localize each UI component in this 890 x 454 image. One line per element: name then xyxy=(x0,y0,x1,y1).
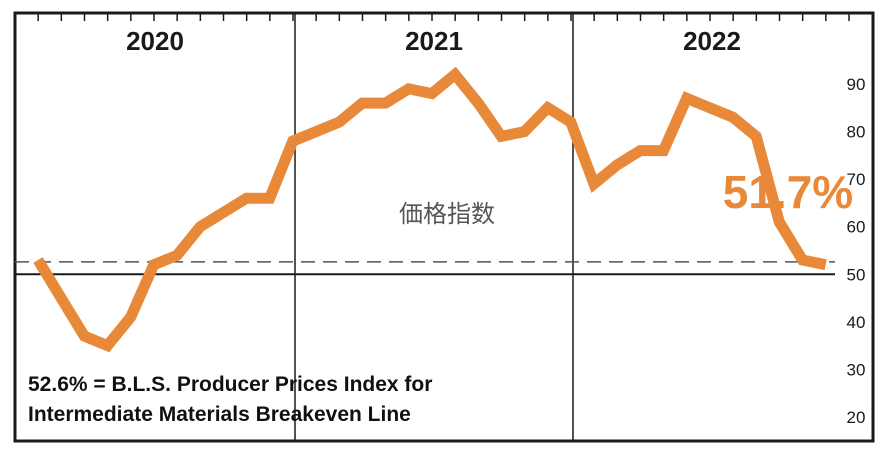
y-tick-label: 30 xyxy=(847,360,866,379)
y-tick-label: 20 xyxy=(847,408,866,427)
year-label-2020: 2020 xyxy=(126,26,184,56)
year-label-2021: 2021 xyxy=(405,26,463,56)
y-tick-label: 80 xyxy=(847,123,866,142)
y-axis-ticks: 20 30 40 50 60 70 80 90 xyxy=(847,75,866,427)
center-label: 価格指数 xyxy=(399,200,495,228)
latest-value-callout: 51.7% xyxy=(723,166,853,218)
month-ticks xyxy=(37,13,850,21)
breakeven-note-line-2: Intermediate Materials Breakeven Line xyxy=(28,403,411,426)
y-tick-label: 40 xyxy=(847,313,866,332)
y-tick-label: 50 xyxy=(847,265,866,284)
breakeven-note-line-1: 52.6% = B.L.S. Producer Prices Index for xyxy=(28,373,432,396)
series-group xyxy=(33,66,827,353)
year-label-2022: 2022 xyxy=(683,26,741,56)
y-tick-label: 70 xyxy=(847,170,866,189)
y-tick-label: 90 xyxy=(847,75,866,94)
chart-frame xyxy=(13,11,875,443)
y-tick-label: 60 xyxy=(847,218,866,237)
